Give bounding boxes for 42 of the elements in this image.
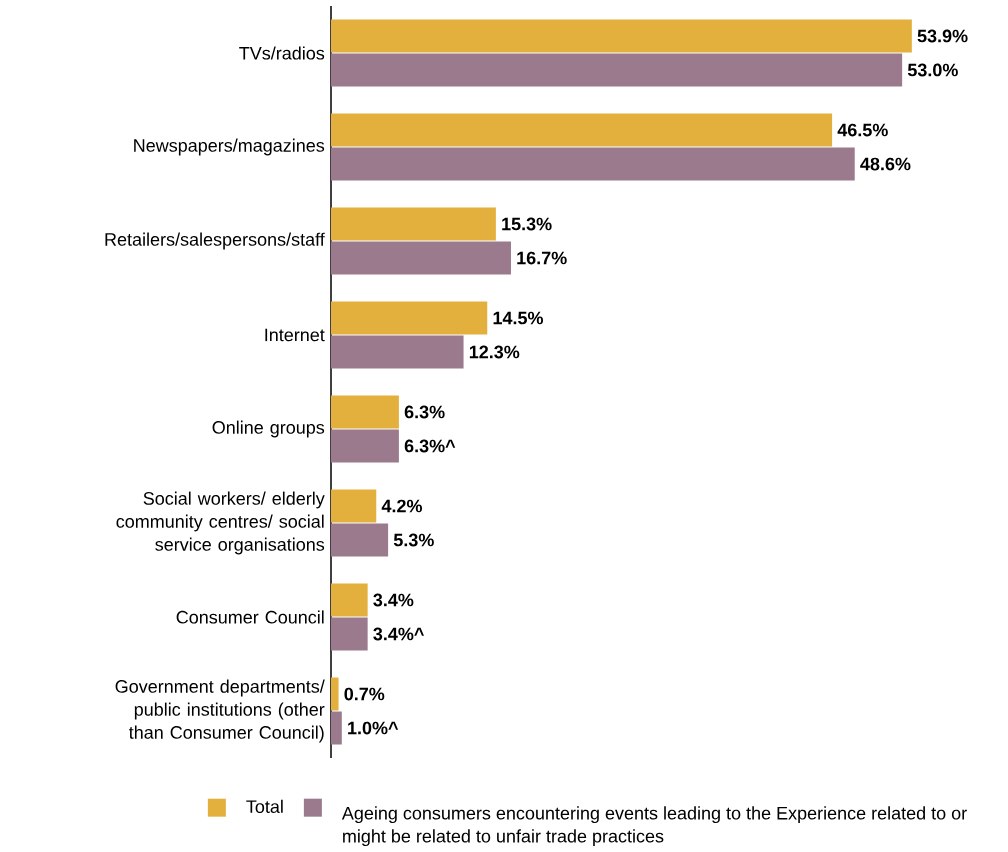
y-tick-label: Online groups — [212, 420, 325, 438]
bar — [331, 147, 855, 181]
data-label: 46.5% — [837, 123, 888, 137]
data-label: 0.7% — [344, 687, 385, 701]
bar — [331, 207, 496, 241]
bar — [331, 53, 903, 87]
data-label: 53.9% — [917, 29, 968, 43]
y-tick-label: Government departments/ public institutions (other than Consumer Council) — [115, 679, 325, 743]
data-label: 53.0% — [907, 63, 958, 77]
data-label: 5.3% — [393, 533, 434, 547]
data-label: 6.3% — [404, 405, 445, 419]
data-label: 12.3% — [469, 345, 520, 359]
data-label: 1.0%^ — [348, 721, 399, 735]
bar — [331, 583, 368, 617]
y-tick-label: Consumer Council — [176, 610, 324, 624]
bar — [331, 113, 833, 147]
bar — [331, 711, 342, 745]
bar — [331, 335, 464, 369]
bar — [331, 523, 389, 557]
bar — [331, 617, 368, 651]
data-label: 48.6% — [860, 157, 911, 171]
bar — [331, 395, 399, 429]
y-tick-label: Internet — [265, 328, 325, 342]
y-tick-label: Social workers/ elderly community centres/ social service organisations — [116, 491, 325, 555]
bar — [331, 677, 339, 711]
data-label: 16.7% — [517, 251, 567, 265]
y-tick-label: Retailers/salespersons/staff — [105, 232, 325, 250]
legend-label: Total — [246, 799, 283, 814]
data-label: 15.3% — [502, 217, 552, 231]
bar — [331, 489, 377, 523]
legend-label: Ageing consumers encountering events leading to the Experience related to or might be related to unfair trade practices — [341, 806, 967, 847]
bar — [331, 241, 511, 275]
data-label: 3.4%^ — [373, 627, 424, 641]
bar — [331, 19, 912, 53]
data-label: 3.4% — [373, 593, 414, 607]
data-label: 6.3%^ — [404, 439, 456, 453]
bar — [331, 301, 488, 335]
data-label: 14.5% — [493, 311, 544, 325]
data-label: 4.2% — [381, 499, 423, 513]
y-tick-label: Newspapers/magazines — [134, 138, 325, 156]
y-tick-label: TVs/radios — [239, 46, 325, 60]
bar — [331, 429, 399, 463]
